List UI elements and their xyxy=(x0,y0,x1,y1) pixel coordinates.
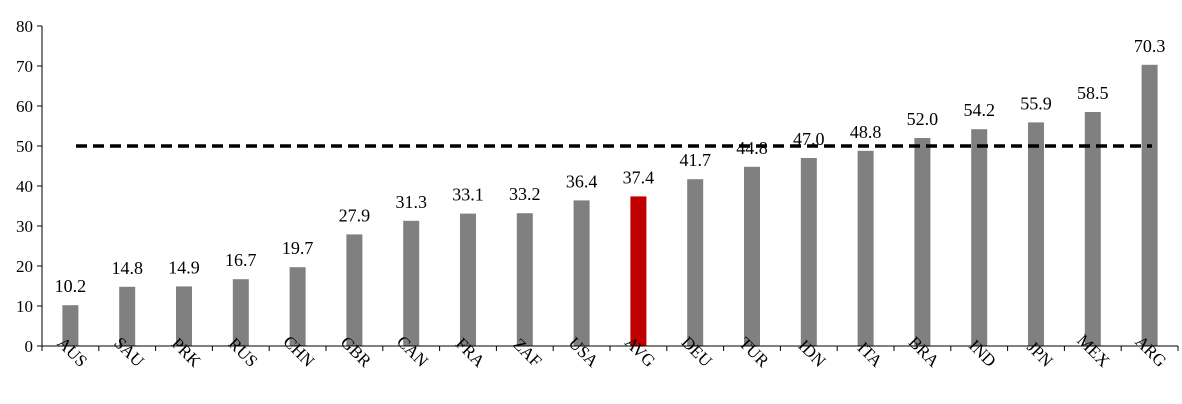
x-tick-label-aus: AUS xyxy=(54,333,91,370)
bar-rus xyxy=(232,279,249,346)
data-label-bra: 52.0 xyxy=(907,109,939,129)
data-label-can: 31.3 xyxy=(395,192,427,212)
y-tick-label: 70 xyxy=(16,57,33,76)
bar-fra xyxy=(460,213,476,346)
x-tick-label-usa: USA xyxy=(565,333,603,371)
y-tick-label: 0 xyxy=(25,337,34,356)
data-label-zaf: 33.2 xyxy=(509,184,541,204)
bar-jpn xyxy=(1028,122,1044,347)
data-label-fra: 33.1 xyxy=(452,185,484,205)
bar-bra xyxy=(914,138,931,346)
data-label-jpn: 55.9 xyxy=(1020,93,1052,113)
bar-chn xyxy=(289,267,306,346)
data-label-gbr: 27.9 xyxy=(339,205,371,225)
bar-ita xyxy=(857,150,874,346)
data-label-deu: 41.7 xyxy=(679,150,711,170)
data-label-ind: 54.2 xyxy=(963,100,995,120)
x-tick-label-zaf: ZAF xyxy=(509,335,545,371)
x-tick-label-ind: IND xyxy=(965,336,1000,371)
bar-aus xyxy=(62,305,79,346)
x-tick-label-can: CAN xyxy=(393,332,432,371)
x-tick-label-sau: SAU xyxy=(110,333,147,370)
bar-tur xyxy=(744,166,760,346)
bar-deu xyxy=(687,179,704,346)
x-tick-label-mex: MEX xyxy=(1073,331,1113,371)
data-label-arg: 70.3 xyxy=(1134,36,1166,56)
x-tick-label-bra: BRA xyxy=(905,333,944,372)
bar-usa xyxy=(573,200,590,346)
data-labels: 10.2 14.8 14.9 16.7 19.7 27.9 31.3 33.1 33.2 36.4… xyxy=(55,36,1166,296)
bar-sau xyxy=(119,286,136,346)
data-label-rus: 16.7 xyxy=(225,250,257,270)
y-tick-label: 80 xyxy=(16,17,33,36)
y-tick-label: 20 xyxy=(16,257,33,276)
data-label-aus: 10.2 xyxy=(55,276,87,296)
data-label-usa: 36.4 xyxy=(566,171,598,191)
bar-prk xyxy=(176,286,192,346)
y-tick-label: 50 xyxy=(16,137,33,156)
data-label-tur: 44.8 xyxy=(736,138,768,158)
bars xyxy=(62,64,1158,347)
data-label-chn: 19.7 xyxy=(282,238,314,258)
bar-zaf xyxy=(516,213,533,346)
x-tick-label-prk: PRK xyxy=(168,334,205,371)
bar-can xyxy=(403,220,420,346)
y-tick-label: 60 xyxy=(16,97,33,116)
data-label-ita: 48.8 xyxy=(850,122,882,142)
x-tick-label-deu: DEU xyxy=(678,333,716,371)
data-label-prk: 14.9 xyxy=(168,257,200,277)
x-tick-label-gbr: GBR xyxy=(337,333,376,372)
x-tick-label-avg: AVG xyxy=(621,333,659,371)
bar-mex xyxy=(1084,112,1101,346)
bar-avg xyxy=(630,196,647,346)
data-label-avg: 37.4 xyxy=(623,167,655,187)
x-tick-label-arg: ARG xyxy=(1131,332,1170,371)
y-tick-label: 30 xyxy=(16,217,33,236)
bar-arg xyxy=(1141,64,1158,347)
bar-ind xyxy=(971,129,988,346)
y-axis: 0 10 20 30 40 50 60 70 80 xyxy=(16,17,43,356)
x-tick-label-fra: FRA xyxy=(452,334,489,371)
y-tick-label: 40 xyxy=(16,177,33,196)
data-label-sau: 14.8 xyxy=(111,258,143,278)
x-tick-label-rus: RUS xyxy=(225,334,262,371)
data-label-mex: 58.5 xyxy=(1077,83,1109,103)
y-tick-label: 10 xyxy=(16,297,33,316)
bar-gbr xyxy=(346,234,363,346)
x-tick-label-idn: IDN xyxy=(795,336,830,371)
x-tick-label-tur: TUR xyxy=(735,333,773,371)
x-tick-label-chn: CHN xyxy=(279,332,318,371)
bar-idn xyxy=(800,158,817,346)
x-axis: AUS SAU PRK RUS CHN GBR CAN FRA ZAF USA AVG DEU TUR I… xyxy=(41,331,1179,372)
data-label-idn: 47.0 xyxy=(793,129,825,149)
